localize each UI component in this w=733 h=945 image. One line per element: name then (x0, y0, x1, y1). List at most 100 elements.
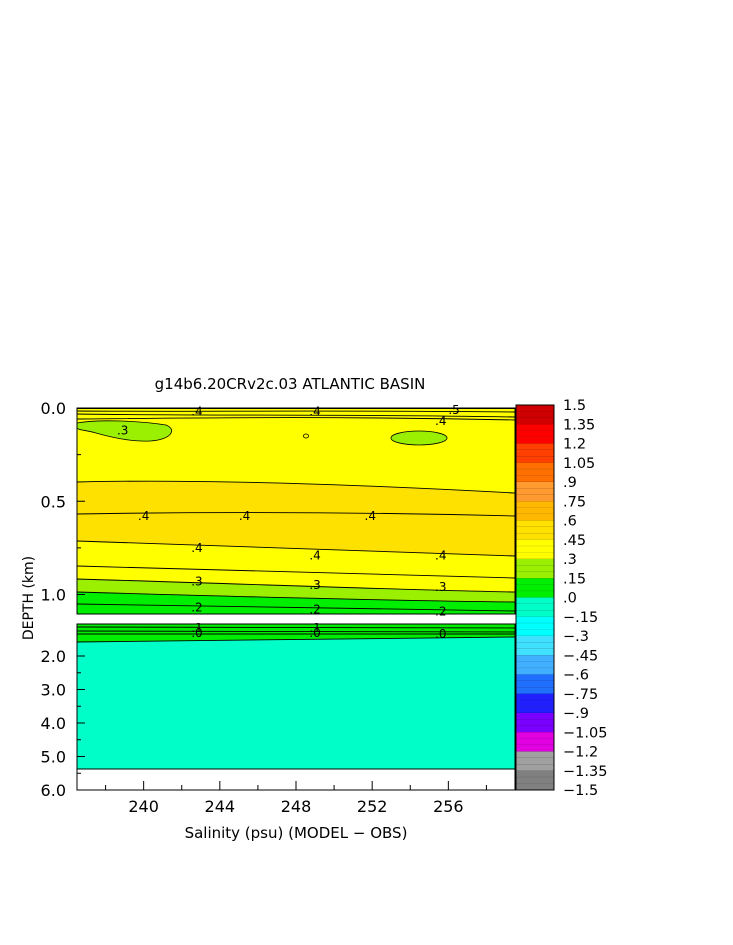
colorbar-label: −.3 (563, 629, 589, 645)
colorbar-segment (516, 424, 554, 431)
x-tick-label: 248 (281, 797, 312, 816)
colorbar-label: −.15 (563, 610, 598, 626)
colorbar-segment (516, 738, 554, 746)
colorbar-segment (516, 603, 554, 611)
x-tick-label: 240 (128, 797, 159, 816)
colorbar-label: 1.35 (563, 417, 595, 433)
contour-label: .4 (191, 405, 202, 419)
contour-label: .4 (365, 509, 376, 523)
colorbar-segment (516, 482, 554, 489)
colorbar-segment (516, 770, 554, 778)
y-axis-lower: 2.0 3.0 4.0 5.0 6.0 (41, 647, 85, 800)
colorbar-segment (516, 514, 554, 521)
colorbar-label: .0 (563, 591, 577, 607)
colorbar-segment (516, 648, 554, 656)
lower-panel (76, 623, 516, 791)
chart-title: g14b6.20CRv2c.03 ATLANTIC BASIN (155, 375, 426, 393)
x-axis-label: Salinity (psu) (MODEL − OBS) (185, 824, 408, 842)
contour-label: .3 (435, 580, 446, 594)
y-tick-label: 1.0 (41, 586, 66, 605)
colorbar-segment (516, 591, 554, 598)
colorbar-segment (516, 533, 554, 541)
upper-panel (76, 407, 516, 615)
colorbar-segment (516, 571, 554, 579)
colorbar-segment (516, 745, 554, 752)
colorbar-segment (516, 713, 554, 720)
colorbar-segment (516, 687, 554, 695)
contour-label: .0 (309, 626, 320, 640)
colorbar-segment (516, 494, 554, 502)
colorbar-label: −1.05 (563, 725, 607, 741)
band-015-030 (77, 579, 515, 602)
colorbar-segment (516, 616, 554, 624)
colorbar-segment (516, 546, 554, 553)
y-tick-label: 5.0 (41, 748, 66, 767)
colorbar-segment (516, 456, 554, 464)
colorbar-segment (516, 610, 554, 618)
contour-label: .0 (435, 627, 446, 641)
y-tick-label: 0.5 (41, 492, 66, 511)
colorbar-label: .75 (563, 494, 586, 510)
colorbar-label: .45 (563, 533, 586, 549)
colorbar-segment (516, 462, 554, 470)
colorbar-segment (516, 443, 554, 451)
no-data-region (77, 769, 515, 790)
colorbar-segment (516, 584, 554, 592)
blob-right (390, 430, 448, 446)
contour-label: .4 (309, 405, 320, 419)
colorbar-segment (516, 552, 554, 560)
contour-labels: .4.4.4.5.3.4.4.4.4.4.4.3.3.3.2.2.2.1.1.0… (117, 403, 460, 641)
colorbar-segment (516, 417, 554, 425)
colorbar-segment (516, 693, 554, 701)
contour-label: .4 (239, 509, 250, 523)
colorbar-segment (516, 405, 554, 412)
colorbar-segment (516, 501, 554, 508)
y-tick-label: 3.0 (41, 681, 66, 700)
contour-label: .1 (191, 621, 202, 635)
colorbar-segment (516, 411, 554, 419)
colorbar-segment (516, 680, 554, 688)
x-tick-label: 256 (433, 797, 464, 816)
colorbar-segment (516, 488, 554, 496)
colorbar-label: .9 (563, 475, 577, 491)
colorbar-segment (516, 706, 554, 714)
colorbar-segment (516, 597, 554, 605)
colorbar-segment (516, 674, 554, 682)
contour-label: .4 (191, 541, 202, 555)
colorbar-segment (516, 642, 554, 650)
band-045-060 (77, 481, 515, 556)
colorbar-label: −.6 (563, 668, 589, 684)
colorbar-segment (516, 668, 554, 675)
y-axis-upper: 0.0 0.5 1.0 (41, 399, 85, 605)
colorbar-segment (516, 629, 554, 637)
contour-label: .2 (191, 601, 202, 615)
contour-label: .3 (191, 574, 202, 588)
x-tick-label: 244 (205, 797, 236, 816)
contour-label: .4 (138, 509, 149, 523)
colorbar-segment (516, 636, 554, 643)
colorbar-segment (516, 539, 554, 547)
contour-label: .4 (309, 548, 320, 562)
colorbar-label: 1.2 (563, 437, 586, 453)
contour-label: .2 (435, 604, 446, 618)
y-tick-label: 4.0 (41, 714, 66, 733)
band-000-015-lower (77, 624, 515, 642)
contour-label: .3 (117, 423, 128, 437)
colorbar-label: −.45 (563, 648, 598, 664)
contour-lines-lower (76, 626, 516, 643)
colorbar-segment (516, 700, 554, 707)
colorbar-label: .15 (563, 571, 586, 587)
y-tick-label: 6.0 (41, 781, 66, 800)
contour-label: .4 (435, 548, 446, 562)
colorbar-segment (516, 437, 554, 444)
contour-label: .4 (435, 414, 446, 428)
colorbar-segment (516, 725, 554, 733)
colorbar-segment (516, 565, 554, 573)
colorbar-segment (516, 751, 554, 759)
colorbar-segment (516, 526, 554, 534)
colorbar-frame (515, 404, 555, 791)
colorbar-label: −1.2 (563, 745, 598, 761)
upper-frame (76, 407, 516, 615)
colorbar-segment (516, 475, 554, 483)
